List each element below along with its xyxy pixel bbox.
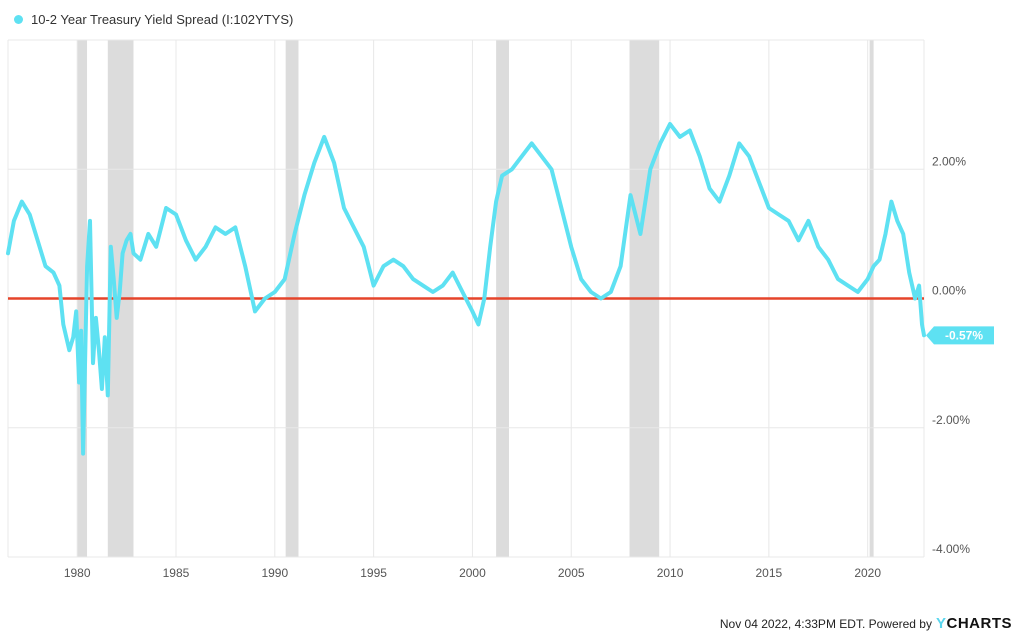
last-value-badge: -0.57% bbox=[926, 326, 994, 345]
legend-label: 10-2 Year Treasury Yield Spread (I:102YT… bbox=[31, 12, 294, 27]
x-axis-ticks: 1980 1985 1990 1995 2000 2005 2010 2015 2020 bbox=[64, 566, 882, 580]
x-tick-label: 1995 bbox=[360, 566, 387, 580]
x-tick-label: 1985 bbox=[163, 566, 190, 580]
legend[interactable]: 10-2 Year Treasury Yield Spread (I:102YT… bbox=[14, 12, 293, 27]
last-value-label: -0.57% bbox=[945, 328, 983, 342]
logo-y: Y bbox=[935, 615, 947, 632]
last-value-badge-shape bbox=[926, 326, 994, 345]
series-group bbox=[6, 122, 926, 456]
x-tick-label: 2005 bbox=[558, 566, 585, 580]
timestamp-text: Nov 04 2022, 4:33PM EDT. Powered by bbox=[719, 617, 932, 631]
y-axis-ticks: 2.00% 0.00% -2.00% -4.00% bbox=[932, 154, 970, 556]
series-line bbox=[6, 122, 926, 456]
x-tick-label: 1990 bbox=[261, 566, 288, 580]
logo-charts: CHARTS bbox=[946, 615, 1012, 632]
ycharts-logo[interactable]: YCHARTS bbox=[936, 615, 1012, 632]
x-tick-label: 2000 bbox=[459, 566, 486, 580]
x-tick-label: 1980 bbox=[64, 566, 91, 580]
x-tick-label: 2020 bbox=[854, 566, 881, 580]
x-tick-label: 2015 bbox=[756, 566, 783, 580]
x-tick-label: 2010 bbox=[657, 566, 684, 580]
footer: Nov 04 2022, 4:33PM EDT. Powered by YCHA… bbox=[720, 615, 1012, 632]
y-tick-label: -2.00% bbox=[932, 413, 970, 427]
y-tick-label: 0.00% bbox=[932, 284, 966, 298]
y-tick-label: 2.00% bbox=[932, 154, 966, 168]
y-tick-label: -4.00% bbox=[932, 542, 970, 556]
legend-dot-icon bbox=[14, 15, 23, 24]
